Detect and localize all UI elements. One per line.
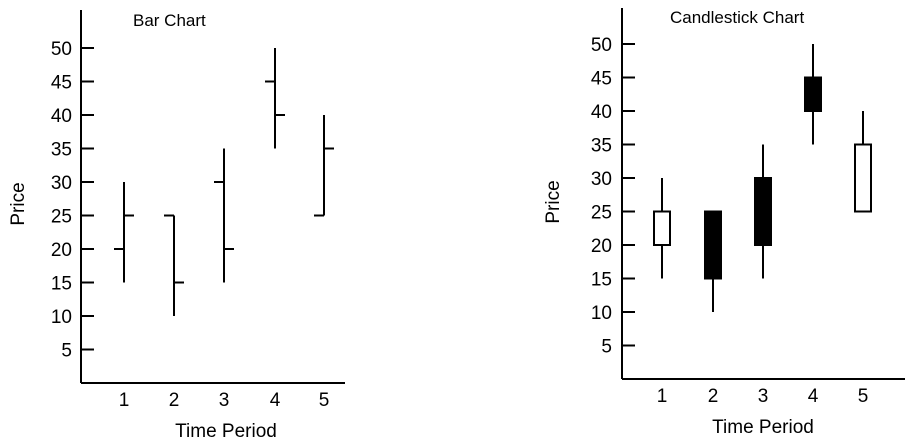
bar-chart-y-tick-label: 25 [51,207,72,228]
candlestick-chart-y-tick-label: 35 [591,136,612,157]
candlestick-chart-x-tick-label: 5 [858,386,869,407]
bar-chart-y-tick-label: 10 [51,307,72,328]
bar-chart-y-tick-label: 15 [51,274,72,295]
candlestick-chart-x-tick-label: 3 [758,386,769,407]
candlestick-chart-x-tick-label: 4 [808,386,819,407]
bar-chart-y-axis-label: Price [8,182,29,225]
bar-chart-panel: Bar Chart Time Period Price 510152025303… [8,10,345,441]
bar-chart-title: Bar Chart [133,11,206,30]
candlestick-chart-y-tick-label: 25 [591,203,612,224]
candlestick-chart-x-tick-label: 1 [657,386,668,407]
bar-chart-x-tick-label: 5 [319,390,330,411]
bar-chart-y-tick-label: 45 [51,73,72,94]
bar-chart-x-tick-label: 4 [270,390,281,411]
bar-chart-y-tick-label: 35 [51,140,72,161]
candlestick-chart-title: Candlestick Chart [670,8,804,27]
bar-chart-x-tick-label: 1 [119,390,130,411]
candlestick-chart-y-tick-label: 5 [601,337,612,358]
candlestick-chart-y-tick-label: 50 [591,35,612,56]
bar-chart-x-axis-label: Time Period [175,421,277,441]
candlestick-chart-x-tick-label: 2 [708,386,719,407]
candlestick-chart-y-tick-label: 15 [591,270,612,291]
candlestick-chart-y-axis-label: Price [543,180,564,223]
bar-chart-x-tick-label: 2 [169,390,180,411]
bar-chart-y-tick-label: 50 [51,39,72,60]
candlestick-chart-panel: Candlestick Chart Time Period Price 5 10 1… [543,8,905,438]
bar-chart-x-tick-label: 3 [219,390,230,411]
bar-chart-y-tick-label: 40 [51,106,72,127]
candlestick-body [754,177,772,246]
candlestick-body [653,210,671,246]
candlestick-body [804,76,822,112]
candlestick-body [854,143,872,213]
bar-chart-y-tick-label: 20 [51,240,72,261]
candlestick-body [704,210,722,280]
candlestick-chart-x-axis-label: Time Period [712,417,814,438]
candlestick-chart-y-tick-label: 45 [591,69,612,90]
candlestick-chart-y-tick-label: 10 [591,303,612,324]
bar-chart-y-tick-label: 30 [51,173,72,194]
candlestick-chart-y-tick-label: 40 [591,102,612,123]
candlestick-chart-y-tick-label: 30 [591,169,612,190]
bar-chart-y-tick-label: 5 [61,341,72,362]
candlestick-chart-y-tick-label: 20 [591,236,612,257]
